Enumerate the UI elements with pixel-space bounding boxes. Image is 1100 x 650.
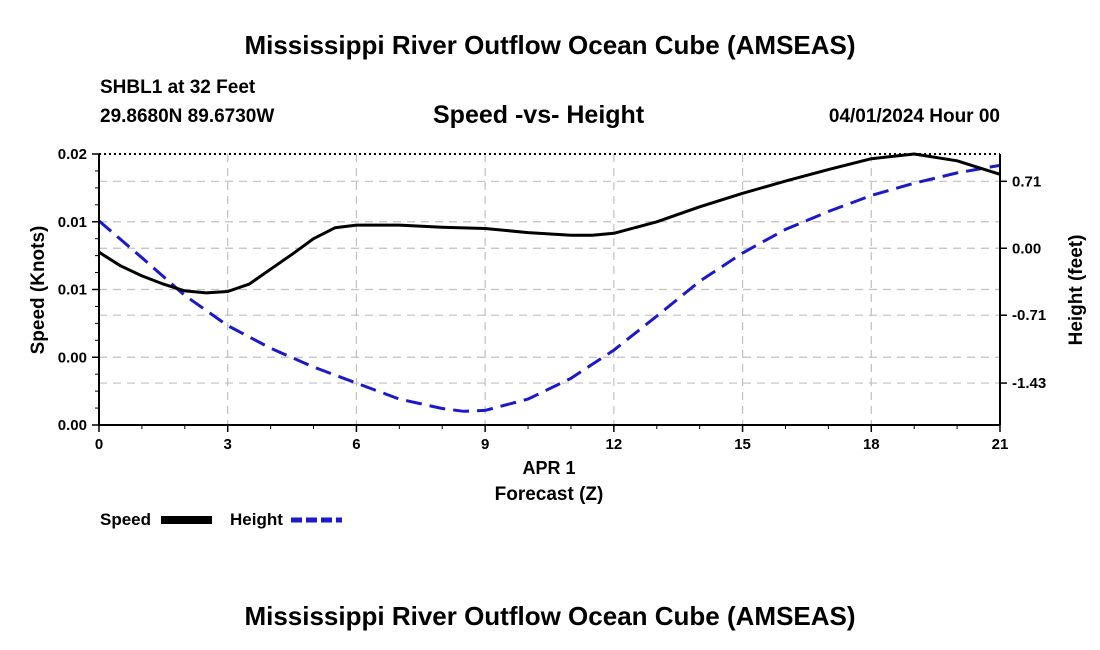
x-tick-label: 12 [606, 436, 623, 453]
legend-height-label: Height [230, 510, 283, 529]
x-tick-label: 21 [992, 436, 1009, 453]
y2-axis-title: Height (feet) [1066, 235, 1087, 346]
series-layer [99, 152, 1000, 413]
y-tick-label: 0.02 [58, 146, 87, 163]
station-label: SHBL1 at 32 Feet [100, 77, 256, 98]
y-tick-label: 0.01 [58, 214, 87, 231]
x-tick-label: 9 [481, 436, 489, 453]
y-tick-label: 0.01 [58, 282, 87, 299]
y-axis-title: Speed (Knots) [28, 226, 49, 355]
station-coords: 29.8680N 89.6730W [100, 106, 275, 127]
x-tick-label: 3 [224, 436, 232, 453]
speed-series-line [99, 152, 1000, 295]
x-tick-label: 18 [863, 436, 880, 453]
speed-height-chart: 0 3 6 9 12 15 18 21 0.00 0.00 0.01 0.01 0.02 0.71 0.00… [28, 146, 1087, 505]
y2-tick-label: -1.43 [1012, 375, 1046, 392]
legend-height-swatch [291, 517, 342, 523]
y2-tick-label: 0.71 [1012, 173, 1041, 190]
y2-tick-label: -0.71 [1012, 307, 1046, 324]
x-axis-title: Forecast (Z) [495, 484, 604, 505]
grid-lines [99, 154, 1000, 425]
x-tick-label: 6 [352, 436, 360, 453]
axis-labels: APR 1 Forecast (Z) Speed (Knots) Height … [28, 226, 1087, 505]
y-tick-label: 0.00 [58, 417, 87, 434]
y2-tick-label: 0.00 [1012, 240, 1041, 257]
forecast-datetime: 04/01/2024 Hour 00 [828, 106, 1000, 127]
x-tick-label: 0 [95, 436, 103, 453]
page-title: Mississippi River Outflow Ocean Cube (AM… [244, 30, 856, 60]
legend-speed-swatch [161, 516, 212, 524]
legend-speed-label: Speed [100, 510, 152, 529]
x-axis-date-label: APR 1 [522, 458, 575, 478]
footer-title: Mississippi River Outflow Ocean Cube (AM… [244, 601, 856, 631]
height-series-line [99, 163, 1000, 413]
x-tick-label: 15 [734, 436, 751, 453]
y-tick-label: 0.00 [58, 349, 87, 366]
chart-title: Speed -vs- Height [433, 101, 645, 129]
axes: 0 3 6 9 12 15 18 21 0.00 0.00 0.01 0.01 0.02 0.71 0.00… [58, 146, 1046, 453]
